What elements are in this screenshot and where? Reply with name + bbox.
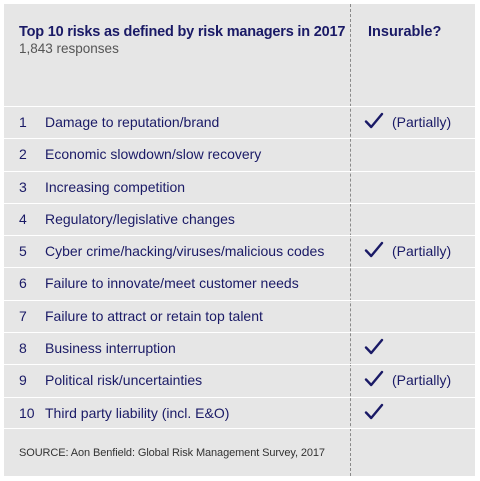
risk-label: Political risk/uncertainties	[45, 372, 203, 389]
table-row-5: 5 Cyber crime/hacking/viruses/malicious …	[4, 235, 475, 267]
risk-rank: 4	[19, 210, 27, 227]
risk-rank: 7	[19, 307, 27, 324]
insurable-column-heading: Insurable?	[368, 24, 442, 40]
risk-label: Business interruption	[45, 340, 176, 357]
checkmark-icon	[364, 337, 384, 357]
response-count: 1,843 responses	[19, 41, 119, 56]
risk-label: Third party liability (incl. E&O)	[45, 404, 230, 421]
insurable-note: (Partially)	[392, 243, 452, 260]
table-row-1: 1 Damage to reputation/brand (Partially)	[4, 106, 475, 138]
risk-label: Failure to attract or retain top talent	[45, 307, 263, 324]
checkmark-icon	[364, 369, 384, 389]
risk-label: Failure to innovate/meet customer needs	[45, 275, 299, 292]
risk-rank: 8	[19, 340, 27, 357]
risk-label: Regulatory/legislative changes	[45, 210, 235, 227]
table-row-7: 7 Failure to attract or retain top talen…	[4, 299, 475, 332]
risk-table-card: Top 10 risks as defined by risk managers…	[4, 4, 475, 476]
table-row-10: 10 Third party liability (incl. E&O)	[4, 396, 475, 429]
source-note: SOURCE: Aon Benfield: Global Risk Manage…	[19, 447, 325, 459]
risk-rank: 6	[19, 275, 27, 292]
column-divider	[350, 4, 351, 476]
table-row-9: 9 Political risk/uncertainties (Partiall…	[4, 364, 475, 396]
table-title: Top 10 risks as defined by risk managers…	[19, 24, 346, 40]
table-row-3: 3 Increasing competition	[4, 170, 475, 203]
table-row-2: 2 Economic slowdown/slow recovery	[4, 138, 475, 170]
risk-rank: 5	[19, 243, 27, 260]
risk-rank: 2	[19, 146, 27, 163]
risk-label: Cyber crime/hacking/viruses/malicious co…	[45, 243, 325, 260]
checkmark-icon	[364, 240, 384, 260]
risk-label: Economic slowdown/slow recovery	[45, 146, 262, 163]
risk-rank: 3	[19, 178, 27, 195]
table-row-4: 4 Regulatory/legislative changes	[4, 202, 475, 235]
table-row-8: 8 Business interruption	[4, 332, 475, 364]
insurable-note: (Partially)	[392, 372, 452, 389]
risk-rank: 10	[19, 404, 35, 421]
checkmark-icon	[364, 111, 384, 131]
risk-rank: 9	[19, 372, 27, 389]
risk-list: 1 Damage to reputation/brand (Partially)…	[4, 106, 475, 429]
checkmark-icon	[364, 402, 384, 422]
risk-label: Damage to reputation/brand	[45, 114, 220, 130]
table-header: Top 10 risks as defined by risk managers…	[4, 4, 475, 106]
risk-rank: 1	[19, 114, 27, 130]
risk-label: Increasing competition	[45, 178, 186, 195]
insurable-note: (Partially)	[392, 114, 452, 130]
table-row-6: 6 Failure to innovate/meet customer need…	[4, 267, 475, 299]
